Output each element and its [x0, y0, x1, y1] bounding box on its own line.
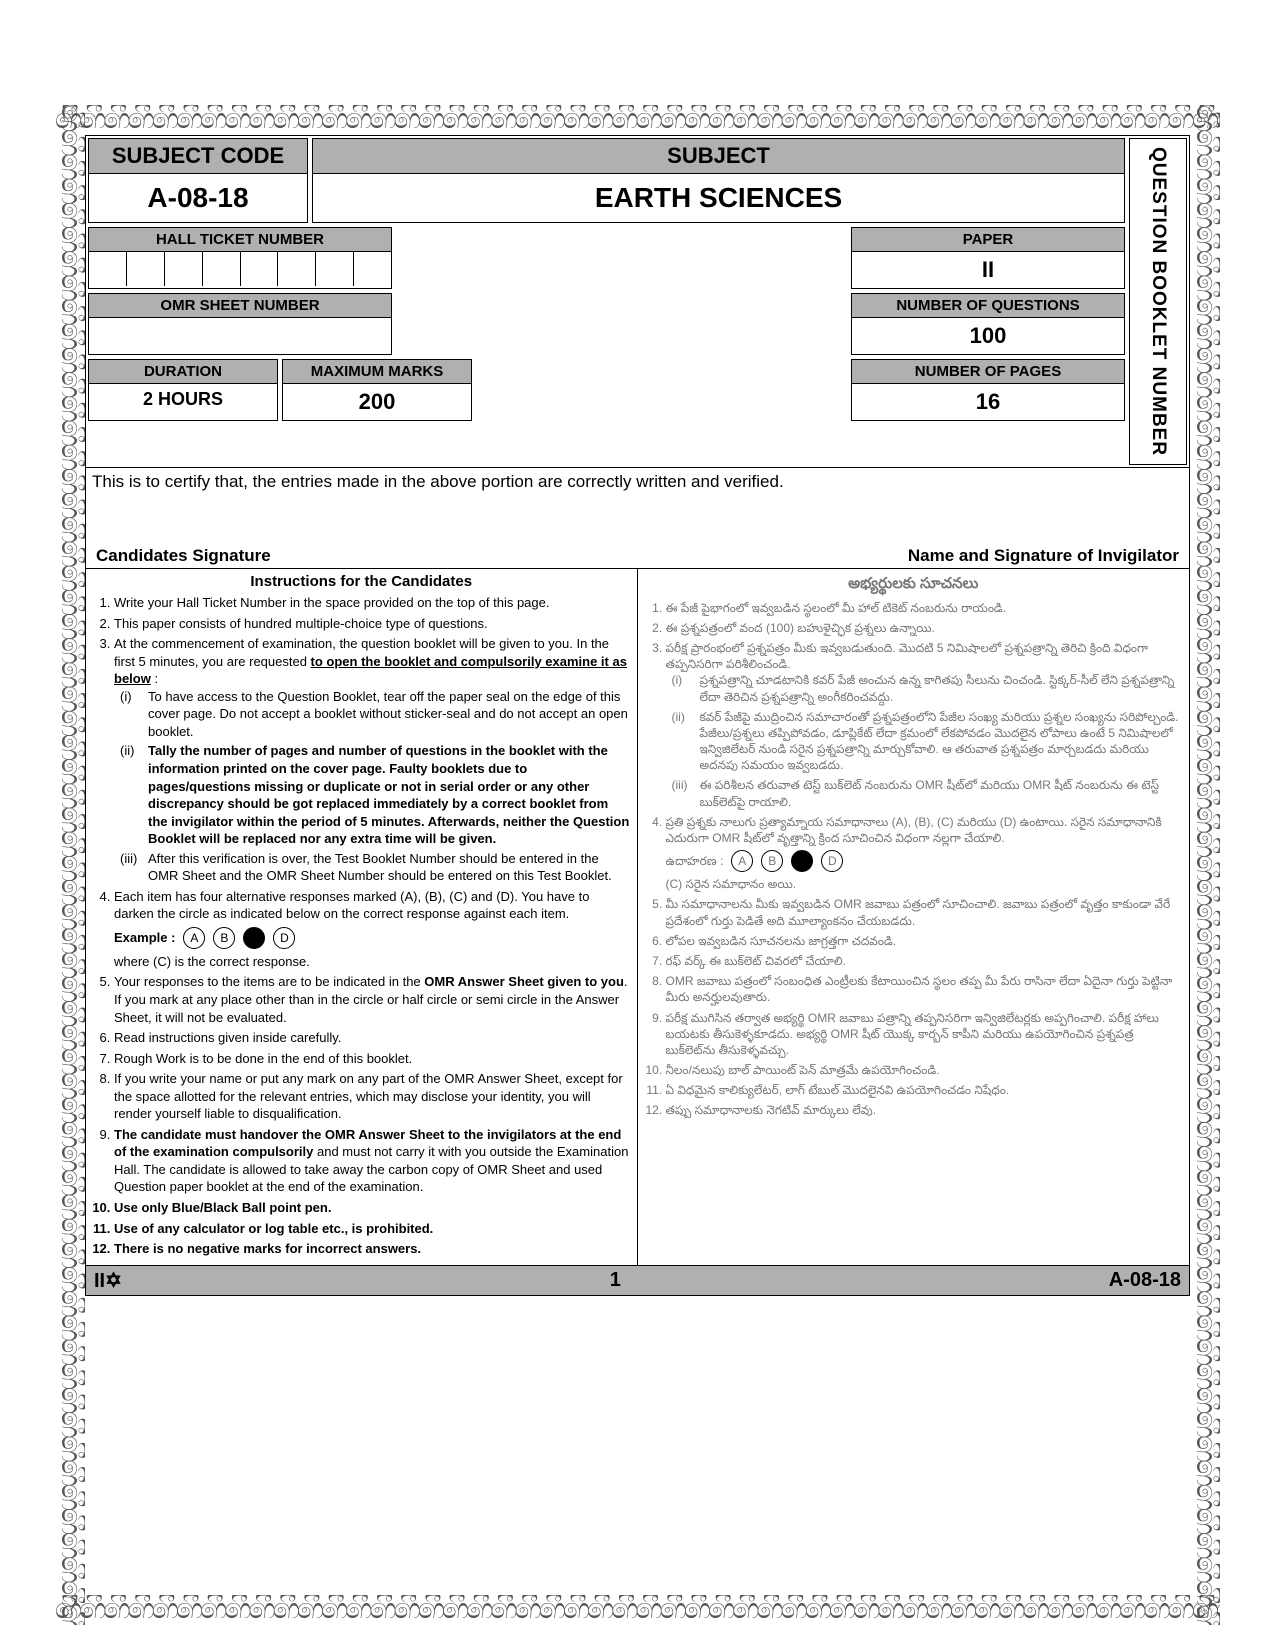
instr-en-2: This paper consists of hundred multiple-…	[114, 615, 631, 633]
num-questions-label: NUMBER OF QUESTIONS	[852, 294, 1124, 318]
decorative-border-right: ෯෯෯෯෯෯෯෯෯෯෯෯෯෯෯෯෯෯෯෯෯෯෯෯෯෯෯෯෯෯෯෯෯෯෯෯෯෯෯෯…	[1190, 105, 1220, 1625]
footer-right: A-08-18	[1109, 1269, 1181, 1292]
candidate-signature-label: Candidates Signature	[96, 546, 271, 566]
instr-en-6: Read instructions given inside carefully…	[114, 1029, 631, 1047]
footer: II✡ 1 A-08-18	[86, 1265, 1189, 1295]
omr-value[interactable]	[89, 318, 391, 352]
num-questions-box: NUMBER OF QUESTIONS 100	[851, 293, 1125, 355]
max-marks-value: 200	[283, 384, 471, 420]
subject-code-label: SUBJECT CODE	[89, 139, 307, 174]
footer-left: II✡	[94, 1268, 122, 1293]
duration-value: 2 HOURS	[89, 384, 277, 418]
question-booklet-number-label: QUESTION BOOKLET NUMBER	[1147, 147, 1169, 456]
instr-te-11: ఏ విధమైన కాలిక్యులేటర్, లాగ్ టేబుల్ మొదల…	[666, 1082, 1184, 1098]
omr-label: OMR SHEET NUMBER	[89, 294, 391, 318]
num-questions-value: 100	[852, 318, 1124, 354]
paper-box: PAPER II	[851, 227, 1125, 289]
decorative-border-bottom: ෯෯෯෯෯෯෯෯෯෯෯෯෯෯෯෯෯෯෯෯෯෯෯෯෯෯෯෯෯෯෯෯෯෯෯෯෯෯෯෯…	[55, 1595, 1220, 1625]
invigilator-signature-label: Name and Signature of Invigilator	[908, 546, 1179, 566]
example-row-en: Example : A B D	[114, 927, 631, 949]
instr-en-8: If you write your name or put any mark o…	[114, 1070, 631, 1123]
instr-te-6: లోపల ఇవ్వబడిన సూచనలను జాగ్రత్తగా చదవండి.	[666, 933, 1184, 949]
num-pages-value: 16	[852, 384, 1124, 420]
example-option-a: A	[183, 927, 205, 949]
main-content: SUBJECT CODE A-08-18 SUBJECT EARTH SCIEN…	[85, 135, 1190, 1296]
instructions-title-te: అభ్యర్థులకు సూచనలు	[644, 573, 1184, 596]
instructions-english: Instructions for the Candidates Write yo…	[86, 569, 638, 1265]
subject-code-box: SUBJECT CODE A-08-18	[88, 138, 308, 223]
duration-label: DURATION	[89, 360, 277, 384]
instr-en-11: Use of any calculator or log table etc.,…	[114, 1220, 631, 1238]
instr-te-4: ప్రతి ప్రశ్నకు నాలుగు ప్రత్యామ్నాయ సమాధా…	[666, 814, 1184, 893]
duration-box: DURATION 2 HOURS	[88, 359, 278, 421]
max-marks-box: MAXIMUM MARKS 200	[282, 359, 472, 421]
instr-en-12: There is no negative marks for incorrect…	[114, 1240, 631, 1258]
instr-en-1: Write your Hall Ticket Number in the spa…	[114, 594, 631, 612]
footer-center: 1	[610, 1269, 621, 1292]
subject-label: SUBJECT	[313, 139, 1124, 174]
num-pages-box: NUMBER OF PAGES 16	[851, 359, 1125, 421]
instr-en-5: Your responses to the items are to be in…	[114, 973, 631, 1026]
subject-value: EARTH SCIENCES	[313, 174, 1124, 222]
instructions-title-en: Instructions for the Candidates	[92, 573, 631, 590]
instr-te-8: OMR జవాబు పత్రంలో సంబంధిత ఎంట్రీలకు కేటా…	[666, 973, 1184, 1005]
instr-en-10: Use only Blue/Black Ball point pen.	[114, 1199, 631, 1217]
hall-ticket-label: HALL TICKET NUMBER	[89, 228, 391, 252]
decorative-border-top: ෯෯෯෯෯෯෯෯෯෯෯෯෯෯෯෯෯෯෯෯෯෯෯෯෯෯෯෯෯෯෯෯෯෯෯෯෯෯෯෯…	[55, 105, 1220, 135]
instr-te-5: మీ సమాధానాలను మీకు ఇవ్వబడిన OMR జవాబు పత…	[666, 896, 1184, 928]
num-pages-label: NUMBER OF PAGES	[852, 360, 1124, 384]
question-booklet-number-box: QUESTION BOOKLET NUMBER	[1129, 138, 1187, 465]
example-row-te: ఉదాహరణ : A B D	[666, 850, 1184, 872]
instr-te-10: నీలం/నలుపు బాల్ పాయింట్ పెన్ మాత్రమే ఉపయ…	[666, 1062, 1184, 1078]
instr-te-12: తప్పు సమాధానాలకు నెగటివ్ మార్కులు లేవు.	[666, 1102, 1184, 1118]
instr-te-2: ఈ ప్రశ్నపత్రంలో వంద (100) బహుళైచ్ఛిక ప్ర…	[666, 620, 1184, 636]
instr-te-3: పరీక్ష ప్రారంభంలో ప్రశ్నపత్రం మీకు ఇవ్వబ…	[666, 640, 1184, 810]
instr-te-7: రఫ్ వర్క్ ఈ బుక్‌లెట్ చివరలో చేయాలి.	[666, 953, 1184, 969]
instr-en-4: Each item has four alternative responses…	[114, 888, 631, 971]
instr-en-3: At the commencement of examination, the …	[114, 635, 631, 885]
max-marks-label: MAXIMUM MARKS	[283, 360, 471, 384]
example-option-c-filled	[243, 927, 265, 949]
decorative-border-left: ෯෯෯෯෯෯෯෯෯෯෯෯෯෯෯෯෯෯෯෯෯෯෯෯෯෯෯෯෯෯෯෯෯෯෯෯෯෯෯෯…	[55, 105, 85, 1625]
example-option-d: D	[273, 927, 295, 949]
instructions-area: Instructions for the Candidates Write yo…	[86, 569, 1189, 1265]
instr-en-7: Rough Work is to be done in the end of t…	[114, 1050, 631, 1068]
hall-ticket-box: HALL TICKET NUMBER	[88, 227, 392, 289]
instr-te-9: పరీక్ష ముగిసిన తర్వాత అభ్యర్థి OMR జవాబు…	[666, 1010, 1184, 1059]
paper-value: II	[852, 252, 1124, 288]
certify-text: This is to certify that, the entries mad…	[86, 467, 1189, 544]
hall-ticket-grid[interactable]	[89, 252, 391, 286]
example-option-b: B	[213, 927, 235, 949]
subject-box: SUBJECT EARTH SCIENCES	[312, 138, 1125, 223]
subject-code-value: A-08-18	[89, 174, 307, 222]
paper-label: PAPER	[852, 228, 1124, 252]
instr-en-9: The candidate must handover the OMR Answ…	[114, 1126, 631, 1196]
instr-te-1: ఈ పేజీ పైభాగంలో ఇవ్వబడిన స్థలంలో మీ హాల్…	[666, 600, 1184, 616]
omr-box: OMR SHEET NUMBER	[88, 293, 392, 355]
instructions-telugu: అభ్యర్థులకు సూచనలు ఈ పేజీ పైభాగంలో ఇవ్వబ…	[638, 569, 1190, 1265]
